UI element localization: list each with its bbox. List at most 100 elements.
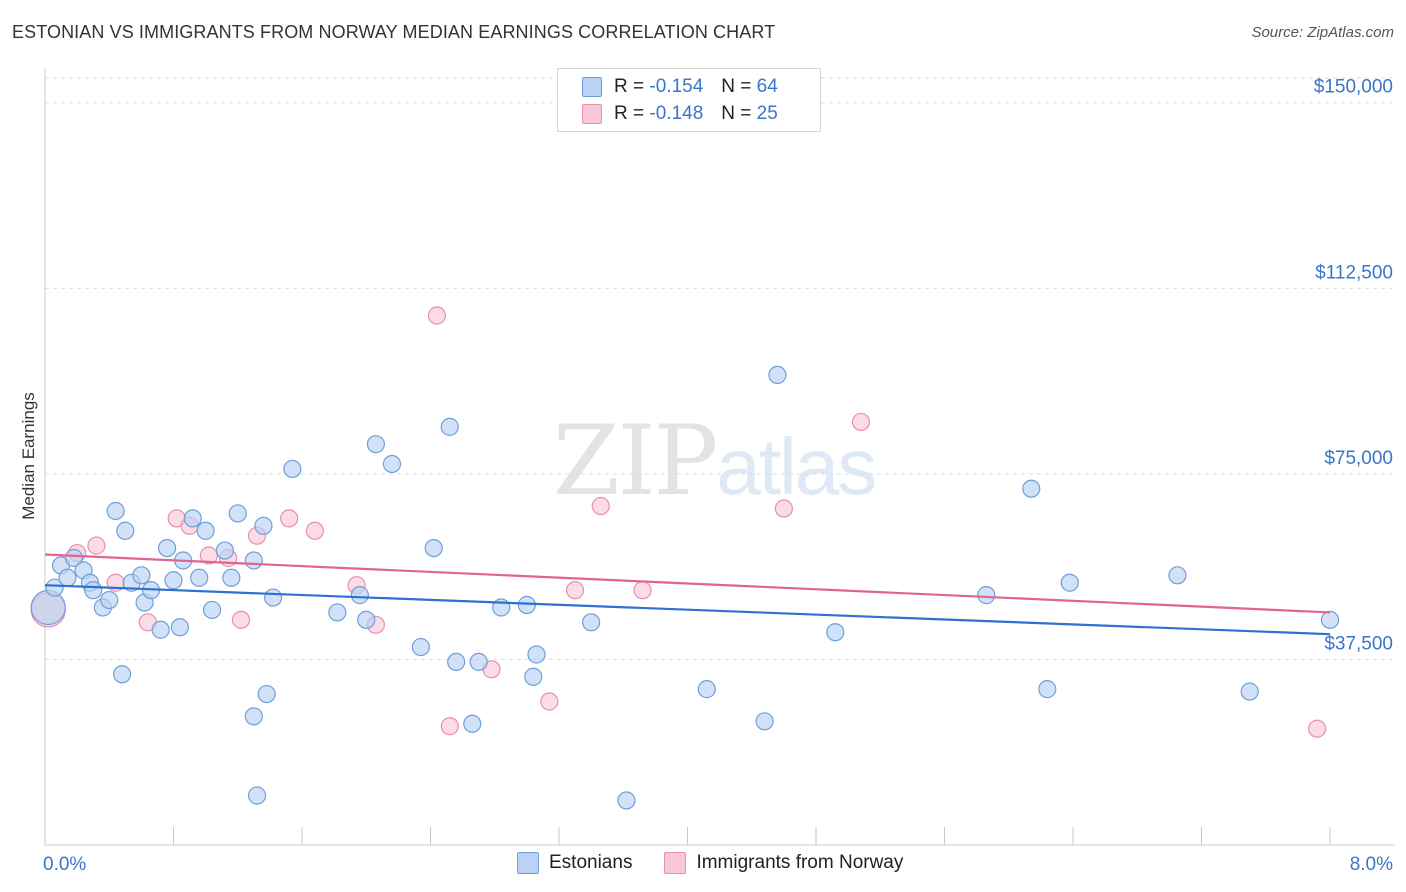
series-legend-norway: Immigrants from Norway [664,852,903,874]
estonian-point [697,680,716,699]
estonian-point [977,586,996,605]
estonian-point [1038,680,1057,699]
norway-point [565,581,585,600]
estonian-point [447,652,466,672]
watermark-zip: ZIP [553,405,718,517]
norway-point [1308,719,1327,738]
estonian-point [768,365,787,385]
legend-r-value: -0.148 [649,103,704,124]
estonian-point [382,454,402,474]
norway-point [280,509,299,528]
legend-n-label: N = [721,76,752,97]
norway-point [87,536,106,555]
estonian-point [440,417,459,436]
x-tick-label-max: 8.0% [1350,854,1393,875]
estonian-point [84,581,103,600]
norway-point [851,412,871,432]
estonian-point [106,501,125,521]
estonian-point [247,786,267,805]
norway-point [231,610,251,629]
estonian-point [190,568,209,587]
estonian-point [100,590,119,610]
estonian-point [357,610,376,629]
estonian-point [58,568,77,587]
estonian-trend-line [44,584,1331,636]
estonian-point [132,566,151,585]
estonian-point [1022,479,1041,498]
legend-row-norway: R = -0.148 N = 25 [582,101,778,127]
estonian-point [350,586,369,605]
x-tick-label-min: 0.0% [43,854,86,875]
estonian-point [45,578,64,597]
legend-n-value: 25 [756,103,778,124]
estonian-point [463,714,482,733]
estonian-point [196,521,215,540]
norway-point [540,692,559,711]
estonian-point [527,645,546,664]
estonian-point [112,665,132,684]
legend-n-value: 64 [756,76,778,97]
estonian-point [228,504,247,523]
chart-source: Source: ZipAtlas.com [1251,24,1394,41]
legend-row-estonians: R = -0.154 N = 64 [582,74,778,100]
watermark-atlas: atlas [716,422,877,511]
series-legend-estonians: Estonians [517,852,632,874]
series-swatch-pink [664,852,687,874]
estonian-point [469,652,488,672]
y-axis-title: Median Earnings [19,392,38,520]
legend-n-label: N = [721,103,752,124]
legend-swatch-blue [582,77,602,97]
estonian-point [244,551,263,570]
estonian-point [826,623,845,642]
estonian-point [116,521,135,540]
y-tick-label: $112,500 [1315,262,1393,283]
estonian-point [755,712,774,731]
norway-point [591,496,610,516]
correlation-legend: R = -0.154 N = 64 R = -0.148 N = 25 [557,68,821,132]
estonian-point [222,568,241,587]
estonian-point [257,684,276,704]
estonian-point [215,541,234,560]
estonian-point [157,538,177,558]
estonian-point [582,613,601,632]
legend-r-label: R = [614,103,645,124]
series-legend-label: Immigrants from Norway [696,852,904,873]
estonian-point [424,538,443,558]
norway-point [427,306,447,325]
y-tick-label: $37,500 [1324,633,1393,654]
series-legend-label: Estonians [549,852,633,873]
estonian-point [170,618,190,637]
norway-point [305,521,324,540]
estonian-point [1320,610,1340,629]
chart-title: ESTONIAN VS IMMIGRANTS FROM NORWAY MEDIA… [12,22,776,42]
estonian-point [151,620,170,639]
estonian-point [183,509,202,528]
legend-swatch-pink [582,104,602,124]
estonian-point [30,589,66,626]
estonian-point [202,600,222,620]
series-swatch-blue [517,852,539,874]
estonian-point [524,667,543,686]
estonian-point [263,588,283,607]
norway-point [633,581,652,600]
series-legend: Estonians Immigrants from Norway [517,852,935,874]
legend-r-label: R = [614,76,645,97]
estonian-point [254,516,273,535]
estonian-point [328,603,347,622]
estonian-point [64,548,84,568]
estonian-point [283,459,302,479]
watermark: ZIPatlas [553,405,877,517]
y-tick-label: $75,000 [1324,448,1393,469]
legend-r-value: -0.154 [649,76,704,97]
estonian-point [164,571,183,590]
estonian-point [617,791,636,810]
norway-point [440,717,459,736]
estonian-point [411,637,430,657]
estonian-point [366,435,385,454]
norway-trend-line [44,553,1331,614]
estonian-point [244,707,263,726]
estonian-point [1240,682,1259,701]
estonian-point [1060,573,1079,592]
norway-point [774,499,793,518]
